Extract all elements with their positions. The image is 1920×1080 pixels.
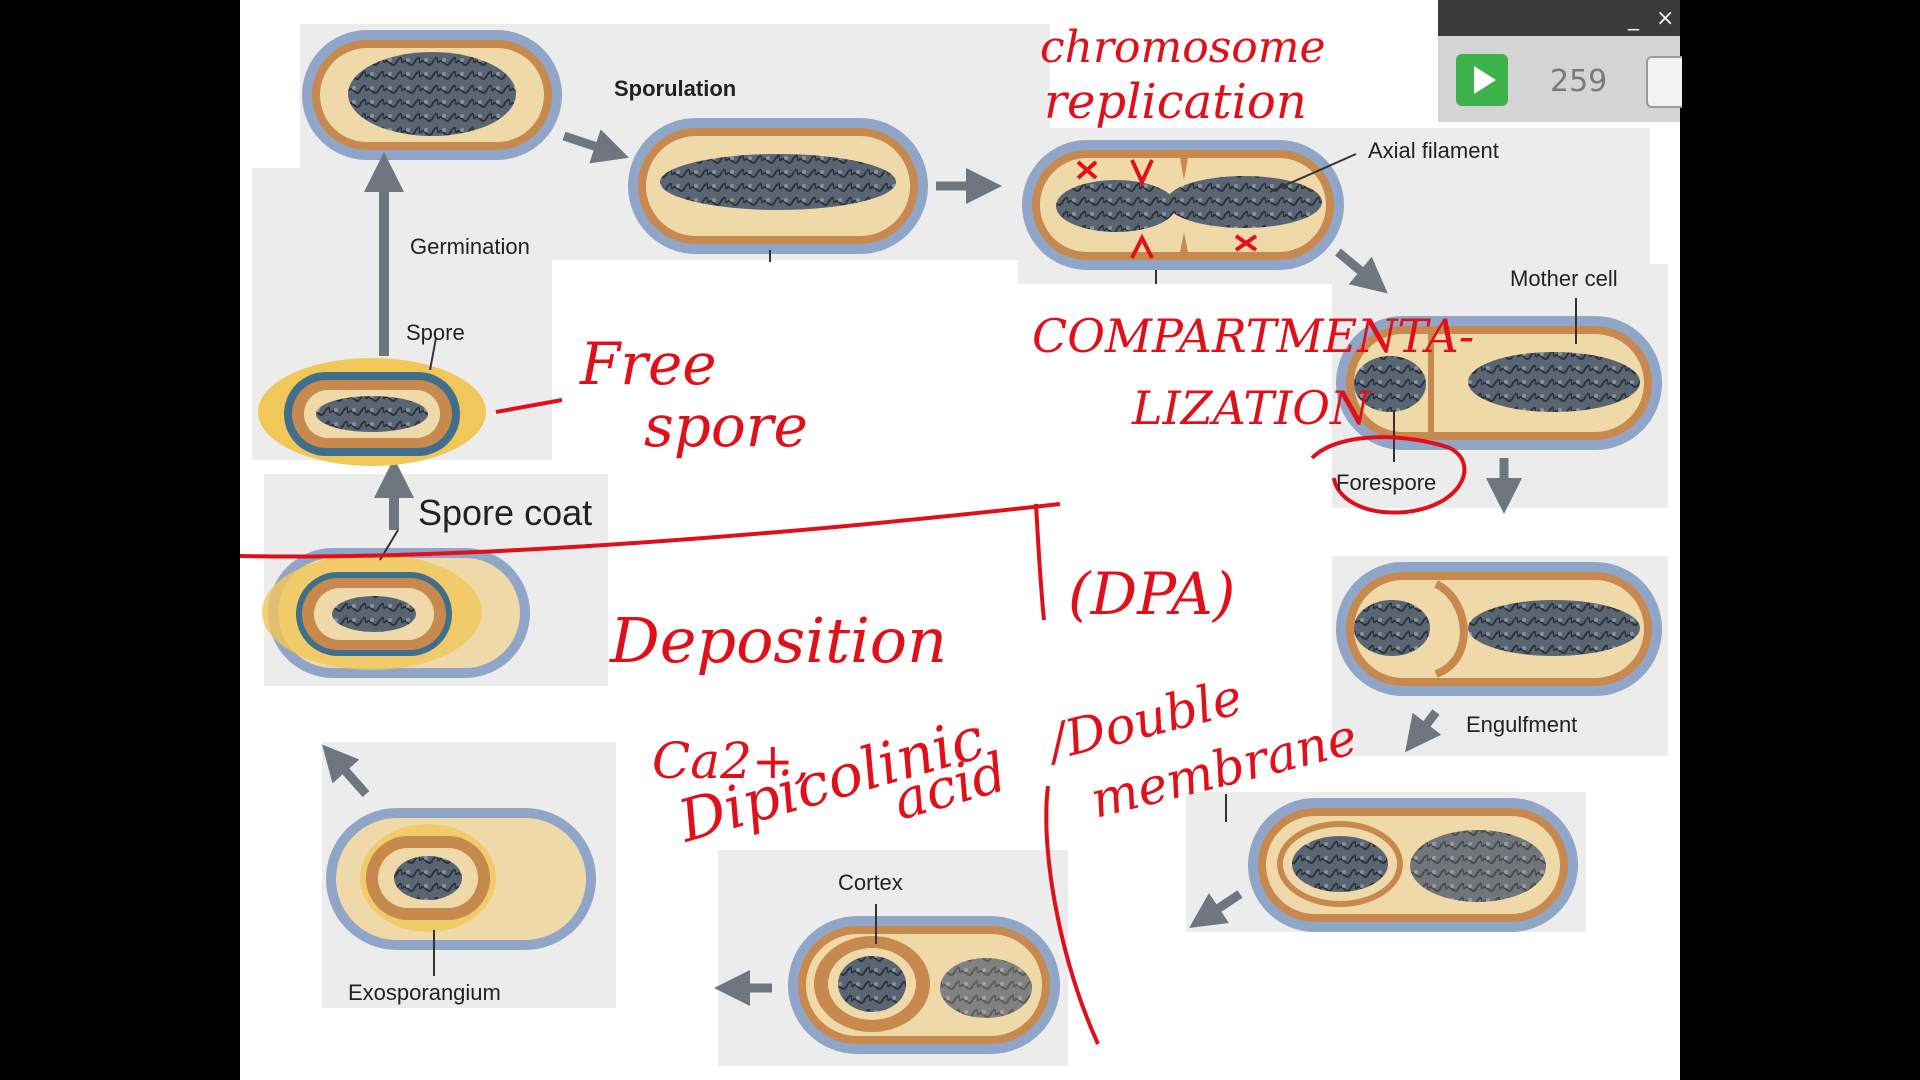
note-deposition: Deposition [609, 604, 947, 677]
mother-cell-chromosome [1468, 352, 1640, 412]
note-chromosome: chromosome [1040, 22, 1326, 73]
label-germination: Germination [410, 234, 530, 259]
note-free: Free [579, 330, 717, 398]
expand-icon[interactable] [1646, 56, 1682, 108]
chromosome-blob [348, 52, 516, 136]
play-icon[interactable] [1456, 54, 1508, 106]
minimize-button[interactable]: _ [1628, 6, 1639, 31]
axial-filament-cell [1022, 140, 1344, 270]
sporulation-cell [628, 118, 928, 254]
label-exosporangium: Exosporangium [348, 980, 501, 1005]
label-engulfment: Engulfment [1466, 712, 1578, 737]
frame-counter: 259 [1550, 64, 1608, 99]
arrow-to-sporulation [562, 129, 630, 164]
spore-coat-cell [262, 548, 530, 678]
note-compartmenta: COMPARTMENTA- [1032, 309, 1474, 363]
close-button[interactable]: × [1656, 6, 1675, 31]
forespore-chromosome [1354, 356, 1426, 412]
note-dpa: (DPA) [1068, 560, 1235, 628]
label-spore-coat: Spore coat [418, 492, 593, 533]
replicating-chromosome [660, 154, 896, 210]
label-axial-filament: Axial filament [1368, 138, 1499, 163]
exosporangium-cell [326, 808, 596, 950]
arrow-to-engulfed [1405, 709, 1442, 753]
arrow-to-spore-coat [322, 744, 370, 797]
player-titlebar: _ × [1438, 0, 1680, 36]
bracket-stroke [1044, 785, 1100, 1045]
label-forespore: Forespore [1336, 470, 1437, 495]
note-ca: Ca2+, [652, 732, 810, 790]
underline-stroke [240, 502, 1061, 559]
engulfment-cell [1336, 562, 1662, 696]
forespore-circle [1310, 435, 1467, 515]
label-spore: Spore [406, 320, 465, 345]
cortex-cell [788, 916, 1060, 1054]
label-mother-cell: Mother cell [1510, 266, 1618, 291]
compartmentalization-cell [1336, 316, 1662, 450]
label-cortex: Cortex [838, 870, 903, 895]
arrow-to-compartment [1335, 248, 1388, 294]
label-sporulation: Sporulation [614, 76, 737, 101]
arrow-to-cortex [1189, 890, 1243, 928]
vegetative-cell [302, 30, 562, 160]
note-replication: replication [1044, 74, 1307, 130]
engulfed-forespore-cell [1248, 798, 1578, 932]
player-widget: _ × 259 [1438, 0, 1682, 122]
free-spore [258, 358, 486, 466]
sporulation-diagram: chromosome replication Free spore COMPAR… [240, 22, 1662, 1054]
note-spore: spore [644, 392, 808, 460]
lecture-slide: chromosome replication Free spore COMPAR… [240, 0, 1680, 1080]
note-lization: LIZATION [1131, 381, 1372, 435]
